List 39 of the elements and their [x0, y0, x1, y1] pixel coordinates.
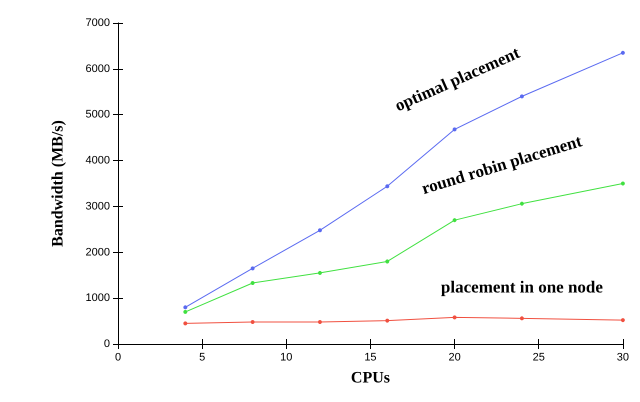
point	[520, 202, 524, 206]
x-axis-title: CPUs	[350, 370, 390, 386]
point	[452, 127, 457, 132]
y-tick-label: 4000	[86, 154, 110, 167]
y-tick-label: 6000	[86, 62, 110, 75]
x-tick-label: 20	[448, 352, 461, 364]
point	[620, 182, 625, 186]
point	[520, 316, 524, 320]
y-axis-title: Bandwidth (MB/s)	[50, 120, 66, 247]
y-tick-label: 2000	[86, 246, 110, 258]
point	[385, 259, 390, 264]
point	[318, 228, 322, 232]
x-tick-label: 10	[280, 352, 292, 364]
point	[620, 50, 625, 55]
x-tick-label: 15	[364, 352, 377, 364]
point	[452, 315, 457, 320]
point	[520, 94, 524, 98]
point	[183, 305, 188, 310]
point	[452, 218, 457, 222]
x-tick-label: 5	[199, 352, 206, 364]
y-tick-label: 3000	[86, 200, 110, 212]
y-tick-label: 5000	[86, 108, 110, 121]
x-tick-label: 30	[616, 352, 630, 364]
point	[183, 310, 188, 314]
y-tick-label: 1000	[86, 292, 110, 304]
point	[250, 281, 255, 286]
point	[385, 184, 390, 188]
point	[318, 270, 322, 275]
y-tick-label: 7000	[86, 17, 110, 29]
point	[250, 320, 255, 324]
point	[250, 266, 255, 270]
point	[318, 320, 322, 324]
x-tick-label: 25	[532, 352, 545, 364]
point	[620, 318, 625, 322]
series-label: placement in one node	[440, 277, 604, 296]
point	[183, 321, 188, 326]
point	[385, 318, 390, 323]
x-tick-label: 0	[114, 352, 122, 364]
y-tick-label: 0	[104, 338, 110, 350]
